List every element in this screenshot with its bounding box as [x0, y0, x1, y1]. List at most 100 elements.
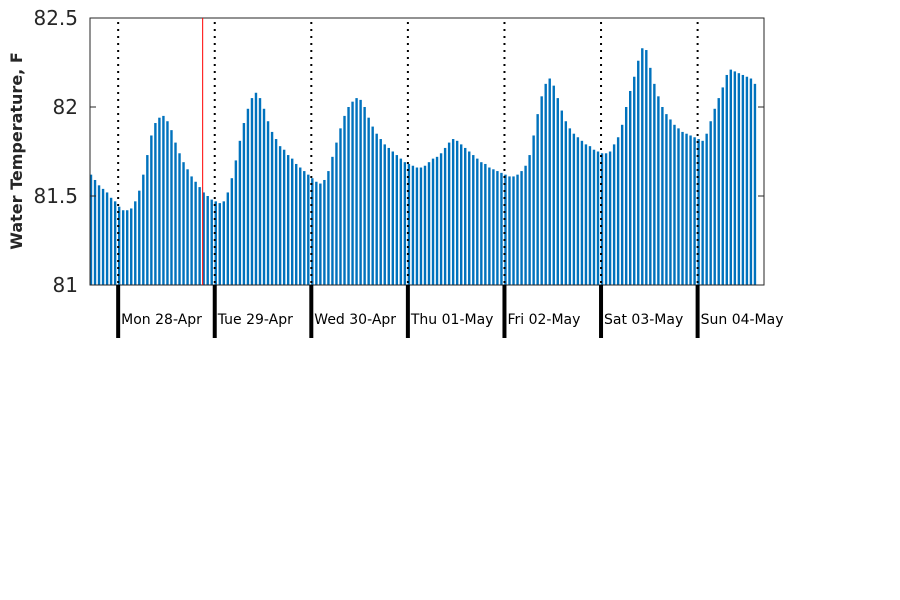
- bar: [520, 171, 523, 285]
- bar: [146, 155, 149, 285]
- bar: [278, 146, 282, 285]
- bar: [604, 153, 608, 285]
- bar: [174, 142, 177, 285]
- bar: [335, 142, 338, 285]
- bar: [109, 197, 113, 285]
- bar: [415, 167, 419, 285]
- bar: [709, 121, 712, 286]
- bar: [194, 181, 197, 285]
- bar: [705, 133, 708, 285]
- bar: [331, 156, 334, 285]
- bar: [673, 124, 676, 285]
- bar: [423, 165, 427, 285]
- bar: [367, 117, 370, 286]
- bar: [508, 176, 511, 285]
- bar: [371, 126, 374, 285]
- bar: [697, 139, 700, 285]
- bar: [464, 147, 467, 285]
- bar: [460, 144, 463, 285]
- bar: [319, 183, 322, 285]
- y-tick-label: 81: [53, 273, 78, 297]
- bar: [246, 108, 250, 285]
- bar: [512, 176, 515, 285]
- bar: [323, 179, 326, 285]
- bar: [355, 98, 358, 285]
- bar: [250, 98, 254, 285]
- bar: [548, 78, 551, 286]
- bar: [270, 131, 274, 285]
- bar: [447, 142, 451, 285]
- bar: [488, 167, 491, 285]
- bar: [379, 139, 382, 285]
- bar: [254, 92, 258, 285]
- bar: [286, 155, 290, 285]
- bar: [282, 149, 286, 285]
- bar: [202, 192, 205, 285]
- bar: [242, 123, 246, 286]
- day-label: Sat 03-May: [604, 312, 683, 328]
- bar: [186, 169, 189, 285]
- bar: [733, 71, 737, 286]
- bar: [359, 99, 362, 285]
- day-label: Mon 28-Apr: [121, 312, 202, 328]
- bar: [411, 165, 415, 285]
- bar: [105, 192, 109, 285]
- bar: [637, 60, 640, 285]
- bar: [347, 107, 350, 285]
- bar: [649, 67, 652, 285]
- bar: [311, 178, 314, 285]
- bar: [395, 155, 399, 285]
- bar: [580, 140, 584, 285]
- bar: [484, 163, 487, 285]
- y-tick-label: 82: [53, 95, 78, 119]
- bar: [677, 128, 680, 285]
- bar-series: [89, 48, 757, 286]
- bar: [295, 163, 298, 285]
- bar: [383, 144, 386, 285]
- y-tick-label: 81.5: [33, 184, 78, 208]
- bar: [620, 124, 624, 285]
- bar: [89, 174, 93, 285]
- bar: [536, 114, 539, 286]
- bar: [101, 188, 105, 285]
- bar: [93, 179, 97, 285]
- bar: [624, 107, 628, 285]
- bar: [612, 144, 616, 285]
- bar: [500, 172, 503, 285]
- bar: [524, 165, 527, 285]
- bar: [419, 167, 423, 285]
- bar: [299, 167, 302, 285]
- bar: [126, 210, 129, 285]
- bar: [303, 171, 306, 285]
- day-label: Tue 29-Apr: [217, 312, 293, 328]
- bar: [134, 201, 137, 285]
- day-label: Fri 02-May: [507, 312, 580, 328]
- bar: [753, 83, 757, 285]
- bar: [307, 174, 310, 285]
- bar: [130, 208, 133, 285]
- bar: [476, 158, 479, 285]
- bar: [166, 121, 169, 286]
- bar: [315, 181, 318, 285]
- bar: [701, 140, 704, 285]
- bar: [274, 139, 278, 285]
- day-label: Sun 04-May: [701, 312, 784, 328]
- bar: [218, 203, 221, 285]
- bar: [266, 121, 270, 286]
- bar: [222, 201, 225, 285]
- bar: [468, 151, 471, 285]
- bar: [150, 135, 153, 285]
- bar: [182, 162, 185, 285]
- bar: [665, 114, 668, 286]
- bar: [492, 169, 495, 285]
- bar: [737, 73, 741, 286]
- bar: [689, 135, 692, 285]
- bar: [339, 128, 342, 285]
- bar: [633, 76, 636, 286]
- bar: [745, 76, 749, 286]
- bar: [560, 110, 564, 285]
- day-label: Thu 01-May: [410, 312, 494, 328]
- bar: [641, 48, 644, 286]
- bar: [387, 147, 390, 285]
- bar: [439, 153, 443, 285]
